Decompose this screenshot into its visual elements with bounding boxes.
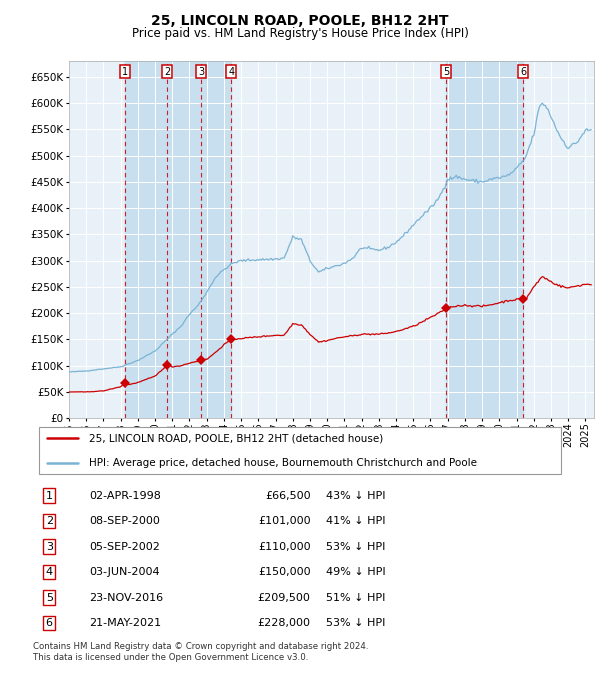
Bar bbox=[167, 61, 201, 418]
Text: 4: 4 bbox=[228, 67, 234, 77]
Text: £66,500: £66,500 bbox=[265, 490, 311, 500]
Text: 25, LINCOLN ROAD, POOLE, BH12 2HT (detached house): 25, LINCOLN ROAD, POOLE, BH12 2HT (detac… bbox=[89, 433, 383, 443]
Text: 02-APR-1998: 02-APR-1998 bbox=[89, 490, 161, 500]
Text: 6: 6 bbox=[46, 618, 53, 628]
Text: 2: 2 bbox=[164, 67, 170, 77]
Text: 1: 1 bbox=[122, 67, 128, 77]
Text: 43% ↓ HPI: 43% ↓ HPI bbox=[326, 490, 386, 500]
Text: £209,500: £209,500 bbox=[257, 592, 311, 602]
Text: 3: 3 bbox=[46, 541, 53, 551]
Text: Contains HM Land Registry data © Crown copyright and database right 2024.: Contains HM Land Registry data © Crown c… bbox=[33, 642, 368, 651]
Text: 08-SEP-2000: 08-SEP-2000 bbox=[89, 516, 160, 526]
Text: 49% ↓ HPI: 49% ↓ HPI bbox=[326, 567, 386, 577]
Text: 2: 2 bbox=[46, 516, 53, 526]
Bar bbox=[201, 61, 231, 418]
Text: 41% ↓ HPI: 41% ↓ HPI bbox=[326, 516, 386, 526]
Text: Price paid vs. HM Land Registry's House Price Index (HPI): Price paid vs. HM Land Registry's House … bbox=[131, 27, 469, 40]
Bar bbox=[125, 61, 167, 418]
Text: £150,000: £150,000 bbox=[258, 567, 311, 577]
Text: 1: 1 bbox=[46, 490, 53, 500]
Text: 03-JUN-2004: 03-JUN-2004 bbox=[89, 567, 160, 577]
Text: 53% ↓ HPI: 53% ↓ HPI bbox=[326, 541, 386, 551]
Text: 23-NOV-2016: 23-NOV-2016 bbox=[89, 592, 163, 602]
Text: 5: 5 bbox=[46, 592, 53, 602]
Text: This data is licensed under the Open Government Licence v3.0.: This data is licensed under the Open Gov… bbox=[33, 653, 308, 662]
Text: 25, LINCOLN ROAD, POOLE, BH12 2HT: 25, LINCOLN ROAD, POOLE, BH12 2HT bbox=[151, 14, 449, 28]
Text: 05-SEP-2002: 05-SEP-2002 bbox=[89, 541, 160, 551]
Text: 6: 6 bbox=[520, 67, 526, 77]
Text: HPI: Average price, detached house, Bournemouth Christchurch and Poole: HPI: Average price, detached house, Bour… bbox=[89, 458, 477, 468]
FancyBboxPatch shape bbox=[38, 426, 562, 475]
Text: 5: 5 bbox=[443, 67, 449, 77]
Text: 21-MAY-2021: 21-MAY-2021 bbox=[89, 618, 161, 628]
Text: £228,000: £228,000 bbox=[257, 618, 311, 628]
Text: £101,000: £101,000 bbox=[258, 516, 311, 526]
Text: 53% ↓ HPI: 53% ↓ HPI bbox=[326, 618, 386, 628]
Bar bbox=[446, 61, 523, 418]
Text: 3: 3 bbox=[198, 67, 204, 77]
Text: 4: 4 bbox=[46, 567, 53, 577]
Text: £110,000: £110,000 bbox=[258, 541, 311, 551]
Text: 51% ↓ HPI: 51% ↓ HPI bbox=[326, 592, 386, 602]
